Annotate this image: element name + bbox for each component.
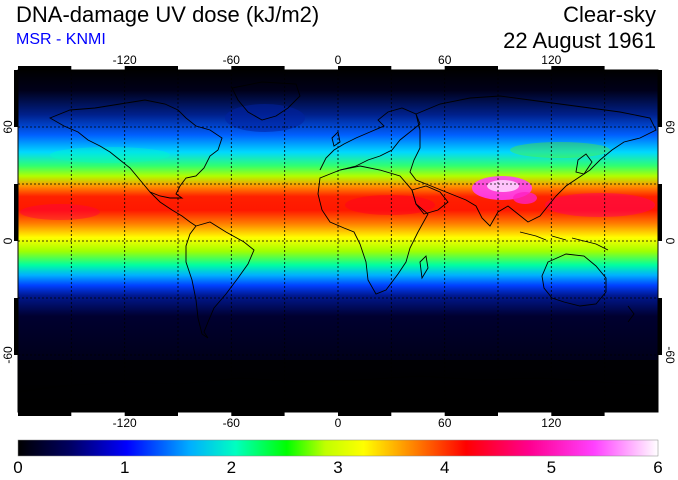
date-label: 22 August 1961 — [503, 28, 656, 53]
colorbar-tick-label: 4 — [439, 458, 450, 477]
lon-label-top: 60 — [438, 53, 452, 67]
colorbar-tick-label: 0 — [13, 458, 23, 477]
lon-label-bottom: 0 — [335, 416, 342, 430]
map-title: DNA-damage UV dose (kJ/m2) — [16, 2, 320, 27]
lon-label-top: -120 — [113, 53, 137, 67]
lat-label-left: 60 — [1, 120, 15, 134]
lat-label-left: -60 — [1, 346, 15, 364]
lat-label-right: 60 — [663, 120, 677, 134]
colorbar-tick-label: 1 — [119, 458, 130, 477]
colorbar-tick-label: 3 — [333, 458, 343, 477]
map-border-ticks — [14, 66, 662, 416]
lon-label-top: 0 — [335, 53, 342, 67]
graticule — [18, 70, 658, 412]
lon-label-bottom: 120 — [541, 416, 561, 430]
lat-label-left: 0 — [1, 237, 15, 244]
credit-label: MSR - KNMI — [16, 31, 106, 48]
colorbar-tick-label: 2 — [226, 458, 237, 477]
lon-label-top: -60 — [223, 53, 241, 67]
colorbar — [18, 440, 658, 456]
lon-label-bottom: 60 — [438, 416, 452, 430]
lat-label-right: -60 — [663, 346, 677, 364]
colorbar-tick-label: 6 — [653, 458, 663, 477]
lat-label-right: 0 — [663, 238, 677, 245]
sky-condition-label: Clear-sky — [563, 2, 656, 27]
coastlines — [18, 81, 658, 393]
lon-label-top: 120 — [541, 53, 561, 67]
colorbar-frame — [17, 439, 659, 457]
lon-label-bottom: -120 — [113, 416, 137, 430]
colorbar-tick-label: 5 — [546, 458, 557, 477]
lon-label-bottom: -60 — [223, 416, 241, 430]
